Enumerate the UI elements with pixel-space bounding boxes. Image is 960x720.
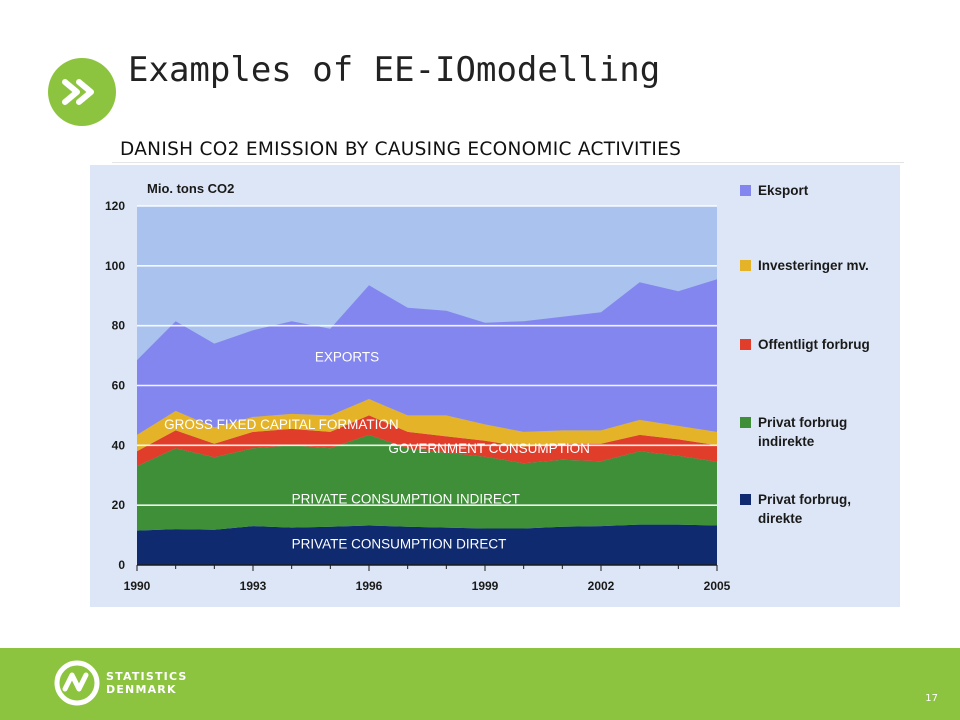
area-series-0: [137, 524, 717, 565]
y-tick-label: 100: [105, 259, 125, 273]
legend-label: Investeringer mv.: [758, 258, 869, 273]
legend-swatch: [740, 339, 751, 350]
y-tick-label: 20: [112, 498, 126, 512]
legend-swatch: [740, 417, 751, 428]
x-tick-label: 1990: [124, 579, 151, 593]
co2-area-chart: 0 20 40 60 80 100 120 1990 1993 1996 1999 2002 2005 M…: [90, 165, 900, 607]
legend-label: indirekte: [758, 434, 815, 449]
area-series-2: [137, 415, 717, 467]
legend-swatch: [740, 494, 751, 505]
legend-label: Eksport: [758, 183, 809, 198]
y-tick-label: 80: [112, 319, 126, 333]
legend-swatch: [740, 260, 751, 271]
x-tick-label: 1993: [240, 579, 267, 593]
legend-label: Privat forbrug,: [758, 492, 851, 507]
chart-subtitle: DANISH CO2 EMISSION BY CAUSING ECONOMIC …: [120, 139, 682, 160]
series-annotation: EXPORTS: [315, 350, 379, 365]
area-series-4: [137, 279, 717, 435]
legend-swatch: [740, 185, 751, 196]
area-series-1: [137, 434, 717, 531]
y-tick-label: 0: [118, 558, 125, 572]
chart-panel: 0 20 40 60 80 100 120 1990 1993 1996 1999 2002 2005 M…: [90, 165, 900, 607]
footer-bar: STATISTICS DENMARK 17: [0, 648, 960, 720]
series-annotation: GOVERNMENT CONSUMPTION: [388, 441, 590, 456]
double-chevron-icon: [62, 79, 94, 105]
x-tick-label: 2002: [588, 579, 615, 593]
y-tick-label: 120: [105, 199, 125, 213]
series-annotation: PRIVATE CONSUMPTION INDIRECT: [292, 492, 520, 507]
area-series-3: [137, 399, 717, 452]
divider: [112, 162, 904, 163]
brand-line-2: DENMARK: [106, 683, 177, 696]
section-badge: [48, 58, 116, 126]
legend-label: Privat forbrug: [758, 415, 847, 430]
brand-name: STATISTICS DENMARK: [106, 670, 188, 696]
x-tick-label: 2005: [704, 579, 731, 593]
brand-line-1: STATISTICS: [106, 670, 188, 683]
legend-label: direkte: [758, 511, 803, 526]
page-number: 17: [925, 693, 938, 704]
statistics-denmark-logo-icon: [54, 660, 100, 706]
x-tick-label: 1999: [472, 579, 499, 593]
x-tick-label: 1996: [356, 579, 383, 593]
series-annotation: GROSS FIXED CAPITAL FORMATION: [164, 417, 399, 432]
y-unit-label: Mio. tons CO2: [147, 181, 234, 196]
y-tick-label: 40: [112, 438, 126, 452]
legend-label: Offentligt forbrug: [758, 337, 870, 352]
slide-title: Examples of EE-IOmodelling: [128, 50, 661, 90]
series-annotation: PRIVATE CONSUMPTION DIRECT: [292, 537, 507, 552]
y-tick-label: 60: [112, 379, 126, 393]
